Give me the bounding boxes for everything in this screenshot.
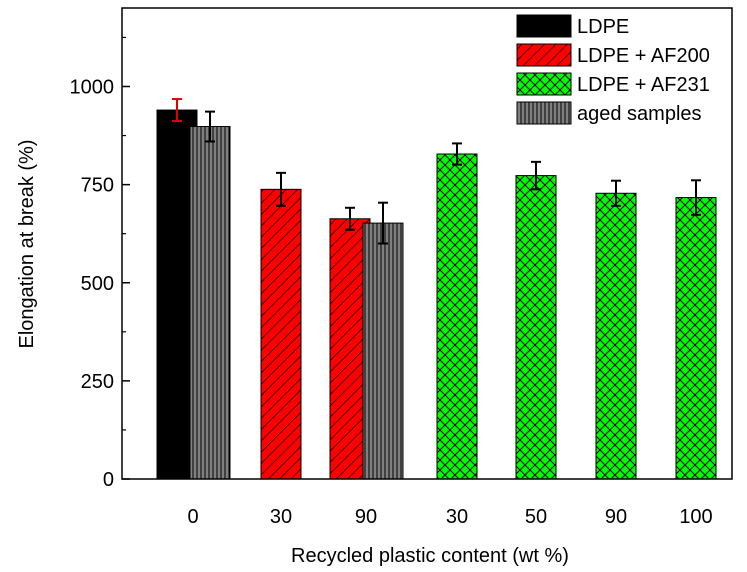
x-tick-label: 30 <box>270 506 292 528</box>
y-tick-label: 500 <box>81 273 114 295</box>
y-tick-label: 1000 <box>70 77 115 99</box>
x-tick-label: 0 <box>187 506 198 528</box>
y-axis-title: Elongation at break (%) <box>16 139 38 348</box>
x-tick-label: 50 <box>525 506 547 528</box>
error-bar-aged-samples-0 <box>205 110 215 143</box>
legend-label: LDPE + AF231 <box>577 74 710 96</box>
error-bar-ldpe-af200-0 <box>276 171 286 207</box>
error-bar-ldpe-af231-1 <box>531 160 541 191</box>
y-tick-label: 750 <box>81 175 114 197</box>
legend-label: LDPE <box>577 16 629 38</box>
legend-label: aged samples <box>577 103 702 125</box>
y-tick-label: 0 <box>103 469 114 491</box>
bar-ldpe-af231-2 <box>595 192 637 480</box>
x-tick-label: 90 <box>355 506 377 528</box>
legend-swatch-aged-samples <box>516 101 572 125</box>
bar-aged-samples-0 <box>189 126 231 480</box>
legend: LDPE LDPE + AF200 LDPE + AF231 aged samples <box>516 14 710 125</box>
y-tick-label: 250 <box>81 371 114 393</box>
bars-layer <box>156 109 717 480</box>
legend-swatch-ldpe <box>516 14 572 38</box>
x-tick-label: 100 <box>679 506 712 528</box>
plot-frame <box>121 7 733 480</box>
error-bar-ldpe-af231-0 <box>452 142 462 166</box>
bar-ldpe-af231-0 <box>436 153 478 480</box>
bar-ldpe-af231-1 <box>515 175 557 480</box>
error-bar-ldpe-af231-3 <box>691 179 701 216</box>
error-bars-layer <box>172 98 701 245</box>
bar-aged-samples-1 <box>362 222 404 480</box>
x-axis-title: Recycled plastic content (wt %) <box>291 545 569 567</box>
error-bar-ldpe-0 <box>172 98 182 123</box>
y-axis-ticks: 0 250 500 750 1000 <box>70 36 130 491</box>
error-bar-ldpe-af231-2 <box>611 179 621 207</box>
bar-ldpe-af200-0 <box>260 188 302 480</box>
legend-swatch-ldpe-af231 <box>516 72 572 96</box>
x-axis-ticks: 0 30 90 30 50 90 100 <box>187 506 712 528</box>
bar-ldpe-af231-3 <box>675 197 717 480</box>
legend-swatch-ldpe-af200 <box>516 43 572 67</box>
x-tick-label: 30 <box>446 506 468 528</box>
error-bar-aged-samples-1 <box>378 201 388 245</box>
legend-label: LDPE + AF200 <box>577 45 710 67</box>
error-bar-ldpe-af200-1 <box>345 206 355 231</box>
x-tick-label: 90 <box>605 506 627 528</box>
